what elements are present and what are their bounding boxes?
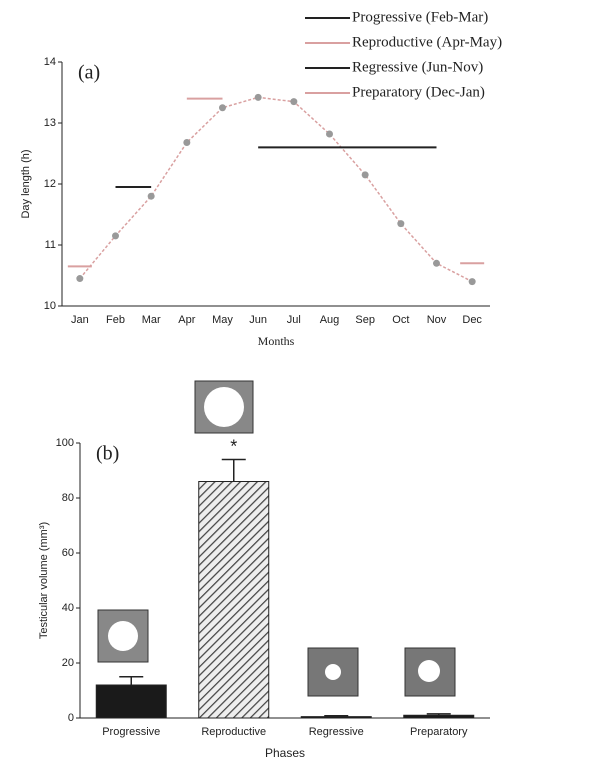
day-length-marker	[433, 259, 440, 267]
x-tick-label: Nov	[427, 314, 447, 326]
legend-label: Preparatory (Dec-Jan)	[352, 84, 485, 100]
bar	[300, 716, 372, 719]
x-tick-label: Reproductive	[201, 726, 266, 738]
panel-label: (a)	[78, 62, 100, 84]
y-tick-label: 11	[45, 239, 56, 251]
day-length-marker	[183, 139, 191, 147]
significance-mark: *	[230, 436, 237, 456]
legend-label: Reproductive (Apr-May)	[352, 34, 502, 50]
day-length-marker	[290, 98, 298, 106]
day-length-marker	[219, 104, 226, 112]
y-axis-label: Testicular volume (mm³)	[38, 522, 50, 639]
y-tick-label: 0	[68, 712, 74, 724]
error-bar	[324, 715, 349, 717]
x-tick-label: Regressive	[309, 726, 364, 738]
day-length-marker	[397, 220, 405, 228]
error-bar	[426, 713, 451, 716]
y-axis-label: Day length (h)	[20, 149, 32, 218]
x-tick-label: Jun	[249, 314, 267, 326]
day-length-line	[79, 96, 473, 283]
y-tick-label: 40	[62, 602, 74, 614]
error-bar	[119, 676, 144, 685]
day-length-marker	[254, 93, 262, 101]
y-tick-label: 14	[44, 56, 56, 68]
y-tick-label: 100	[56, 437, 74, 449]
x-tick-label: Oct	[392, 314, 409, 326]
day-length-marker	[468, 278, 476, 286]
x-tick-label: Jan	[71, 314, 89, 326]
day-length-marker	[326, 130, 333, 138]
x-tick-label: Dec	[462, 314, 482, 326]
y-tick-label: 20	[62, 657, 74, 669]
x-tick-label: Sep	[355, 314, 375, 326]
x-tick-label: May	[212, 314, 233, 326]
bar	[198, 481, 270, 719]
x-tick-label: Feb	[106, 314, 125, 326]
day-length-marker	[76, 275, 84, 283]
x-axis-label: Months	[258, 334, 295, 348]
y-tick-label: 60	[62, 547, 74, 559]
legend-label: Progressive (Feb-Mar)	[352, 9, 488, 25]
bar	[403, 714, 475, 719]
x-tick-label: Preparatory	[410, 726, 468, 738]
y-tick-label: 13	[44, 117, 56, 129]
y-tick-label: 10	[44, 300, 56, 312]
y-tick-label: 12	[44, 178, 56, 190]
phase-line	[67, 262, 485, 268]
y-tick-label: 80	[62, 492, 74, 504]
x-axis-label: Phases	[265, 746, 305, 760]
x-tick-label: Jul	[287, 314, 301, 326]
x-tick-label: Mar	[142, 314, 161, 326]
x-tick-label: Progressive	[102, 726, 160, 738]
x-tick-label: Aug	[320, 314, 340, 326]
day-length-marker	[112, 232, 119, 240]
panel-label: (b)	[96, 443, 119, 465]
day-length-marker	[147, 192, 155, 200]
testis-images	[97, 380, 456, 697]
day-length-marker	[361, 171, 369, 179]
bar	[95, 684, 167, 719]
x-tick-label: Apr	[178, 314, 195, 326]
error-bar	[221, 458, 246, 482]
legend-label: Regressive (Jun-Nov)	[352, 59, 483, 75]
